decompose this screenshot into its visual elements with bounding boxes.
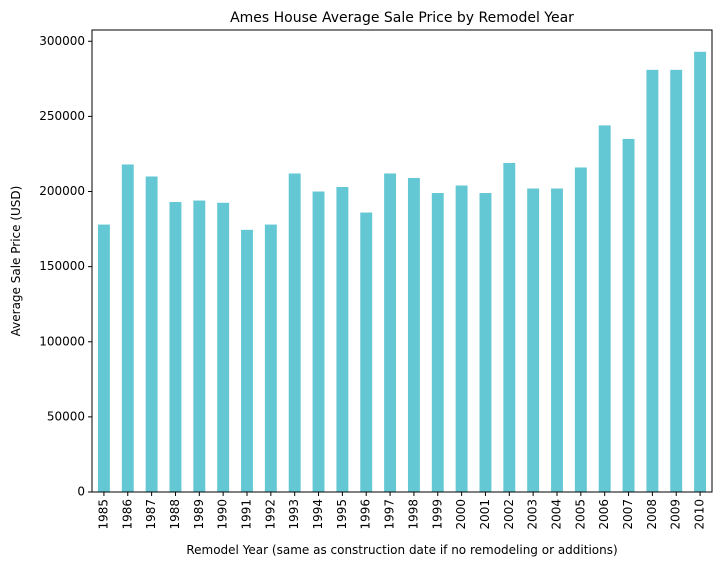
x-tick-label: 1987	[144, 499, 158, 530]
y-tick-label: 100000	[39, 334, 85, 348]
x-tick-label: 1986	[120, 499, 134, 530]
plot-frame	[91, 29, 713, 493]
x-tick-label: 1985	[96, 499, 110, 530]
y-tick-label: 50000	[47, 409, 85, 423]
x-tick-label: 2001	[478, 499, 492, 530]
bar-1990	[217, 202, 230, 492]
bar-1996	[360, 212, 373, 493]
x-tick-label: 1991	[240, 499, 254, 530]
bar-2008	[646, 69, 659, 492]
bar-1989	[193, 200, 206, 492]
x-tick-label: 2008	[645, 499, 659, 530]
x-tick-label: 1992	[263, 499, 277, 530]
x-tick-label: 1994	[311, 499, 325, 530]
x-tick-label: 2000	[454, 499, 468, 530]
bar-1999	[431, 193, 444, 492]
y-tick-label: 250000	[39, 109, 85, 123]
x-tick-label: 1988	[168, 499, 182, 530]
bar-2005	[574, 167, 587, 492]
x-tick-label: 1999	[430, 499, 444, 530]
y-tick-label: 200000	[39, 184, 85, 198]
x-tick-label: 1990	[216, 499, 230, 530]
bar-2004	[551, 188, 563, 492]
y-axis-ticks: 0 50000 100000 150000 200000 250000 300000	[39, 34, 92, 499]
x-tick-label: 1995	[335, 499, 349, 530]
x-tick-label: 1989	[192, 499, 206, 530]
x-tick-label: 2006	[597, 499, 611, 530]
bar-1991	[241, 229, 253, 492]
x-axis-label: Remodel Year (same as construction date …	[186, 543, 617, 557]
bar-1988	[169, 202, 182, 492]
bar-2002	[503, 162, 516, 492]
bar-2006	[598, 125, 611, 492]
y-tick-label: 150000	[39, 259, 85, 273]
bar-1995	[336, 187, 349, 492]
x-tick-label: 2005	[573, 499, 587, 530]
x-tick-label: 2007	[621, 499, 635, 530]
x-tick-label: 1996	[359, 499, 373, 530]
y-tick-label: 0	[77, 485, 85, 499]
bar-1985	[97, 224, 110, 492]
y-axis-label: Average Sale Price (USD)	[9, 186, 23, 337]
bar-1987	[145, 176, 158, 493]
bar-2010	[694, 51, 707, 492]
bar-1986	[121, 164, 134, 492]
bar-2007	[622, 138, 635, 493]
bar-2003	[527, 188, 540, 492]
x-tick-label: 2002	[502, 499, 516, 530]
bar-1992	[264, 224, 277, 492]
chart-title: Ames House Average Sale Price by Remodel…	[230, 10, 574, 26]
bar-2000	[455, 185, 468, 492]
bar-2001	[479, 193, 492, 492]
x-tick-label: 2003	[526, 499, 540, 530]
x-tick-label: 1993	[287, 499, 301, 530]
bar-1998	[407, 177, 420, 493]
bar-1994	[312, 191, 325, 492]
bar-2009	[670, 69, 683, 492]
y-tick-label: 300000	[39, 34, 85, 48]
bar-1997	[384, 173, 397, 493]
x-tick-label: 2010	[693, 499, 707, 530]
x-tick-label: 2009	[669, 499, 683, 530]
x-tick-label: 2004	[550, 499, 564, 530]
x-axis-ticks: 1985 1986 1987 1988 1989 1990 1991 1992 1993 1994…	[96, 492, 707, 530]
bar-1993	[288, 173, 301, 493]
bars-group	[97, 51, 707, 493]
x-tick-label: 1997	[383, 499, 397, 530]
x-tick-label: 1998	[406, 499, 420, 530]
